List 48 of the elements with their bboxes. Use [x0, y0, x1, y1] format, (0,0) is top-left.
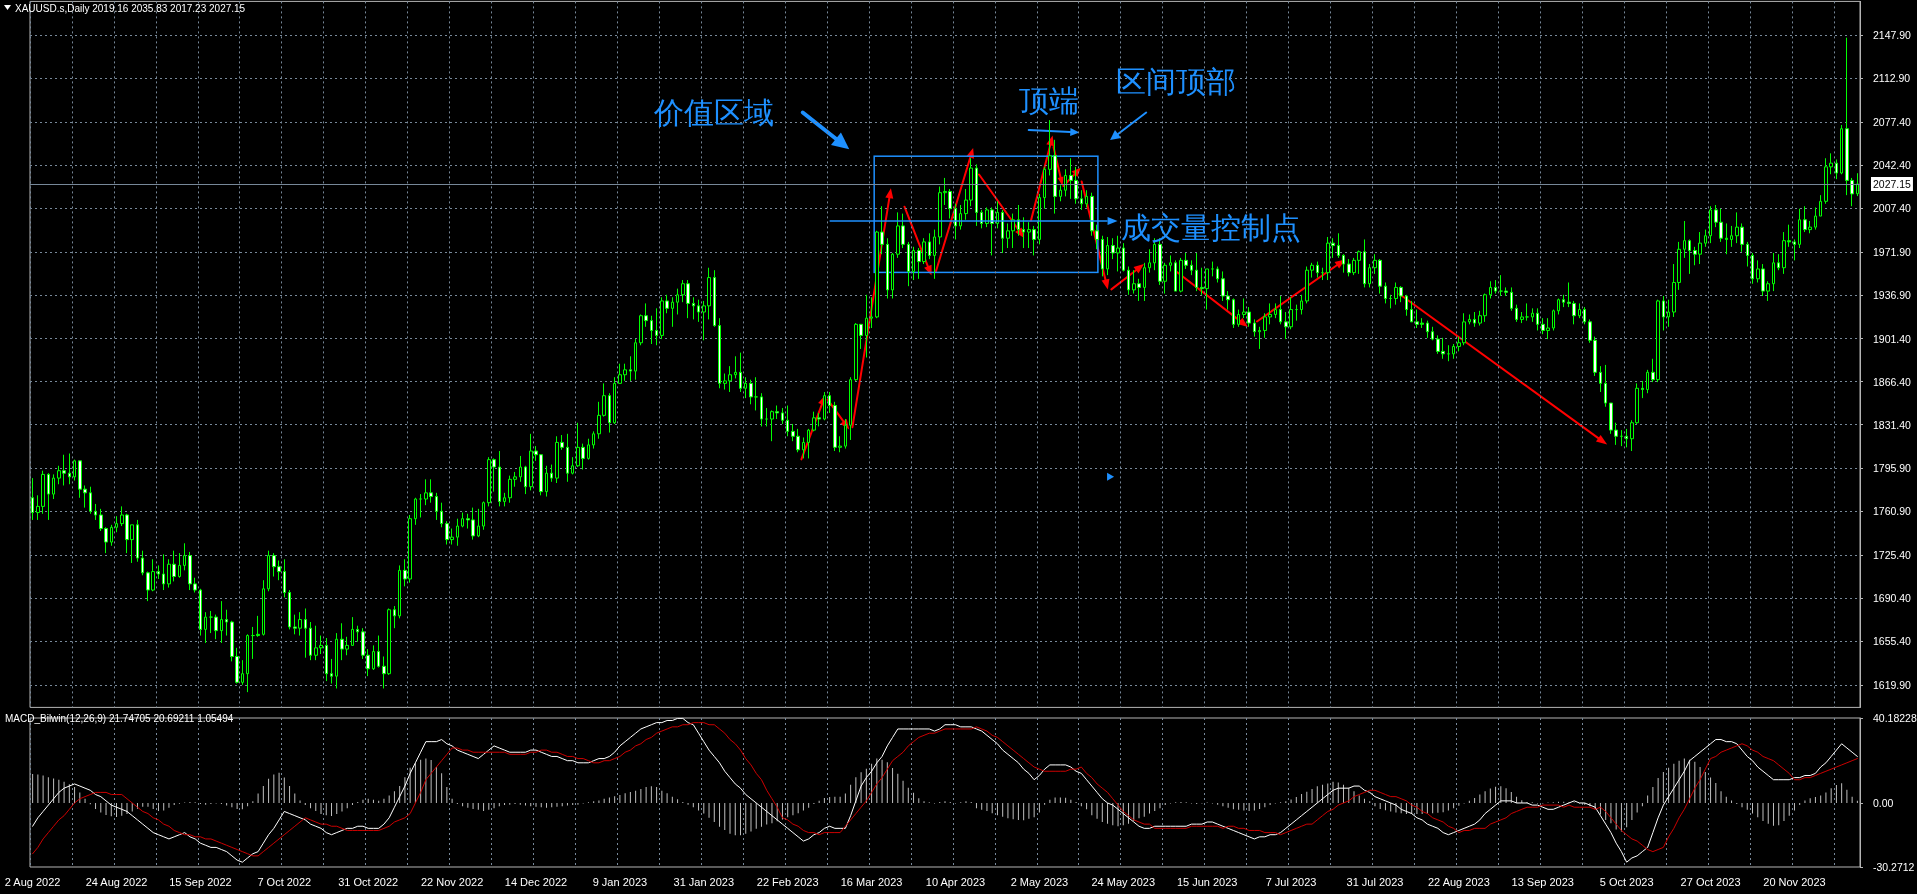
y-tick-label: 1971.90	[1873, 245, 1912, 258]
x-tick-label: 24 May 2023	[1091, 875, 1156, 888]
y-tick-label: 1725.40	[1873, 549, 1912, 562]
y-tick-label: 1760.90	[1873, 505, 1912, 518]
x-tick-label: 24 Aug 2022	[85, 875, 148, 888]
y-tick-label: 2112.90	[1873, 72, 1911, 85]
y-tick-label: 1831.40	[1873, 418, 1912, 431]
x-tick-label: 2 Aug 2022	[4, 875, 61, 888]
annotation: 价值区域	[653, 96, 775, 129]
x-tick-label: 31 Oct 2022	[338, 875, 399, 888]
x-tick-label: 16 Mar 2023	[840, 875, 903, 888]
y-tick-label: 40.18228	[1873, 712, 1917, 724]
y-tick-label: 2077.40	[1873, 116, 1912, 129]
y-tick-label: 1655.40	[1873, 635, 1912, 648]
chart-title: XAUUSD.s,Daily 2019.16 2035.83 2017.23 2027.15	[15, 2, 246, 14]
y-tick-label: 1866.40	[1873, 375, 1912, 388]
x-tick-label: 22 Aug 2023	[1427, 875, 1490, 888]
x-tick-label: 27 Oct 2023	[1680, 875, 1741, 888]
x-tick-label: 7 Oct 2022	[257, 875, 312, 888]
y-tick-label: 2042.40	[1873, 159, 1912, 172]
chart-title: MACD_Bilwin(12,26,9) 21.74705 20.69211 1.05494	[5, 712, 234, 724]
y-tick-label: -30.2712	[1873, 861, 1915, 873]
y-tick-label: 1901.40	[1873, 332, 1912, 345]
ref-line-label: 成交量控制点	[1120, 210, 1301, 244]
x-tick-label: 14 Dec 2022	[504, 875, 568, 888]
x-tick-label: 10 Apr 2023	[925, 875, 986, 888]
x-tick-label: 22 Nov 2022	[420, 875, 484, 888]
x-tick-label: 31 Jan 2023	[673, 875, 735, 888]
annotation: 顶端	[1018, 83, 1079, 117]
x-tick-label: 22 Feb 2023	[756, 875, 819, 888]
x-tick-label: 5 Oct 2023	[1599, 875, 1654, 888]
x-tick-label: 31 Jul 2023	[1346, 875, 1404, 888]
x-tick-label: 2 May 2023	[1010, 875, 1069, 888]
y-tick-label: 1619.90	[1873, 678, 1912, 691]
y-tick-label: 1690.40	[1873, 592, 1912, 605]
x-tick-label: 13 Sep 2023	[1511, 875, 1574, 888]
y-tick-label: 1795.90	[1873, 462, 1912, 475]
x-tick-label: 20 Nov 2023	[1763, 875, 1826, 888]
x-tick-label: 15 Jun 2023	[1176, 875, 1238, 888]
y-tick-label: 1936.90	[1873, 288, 1912, 301]
annotation: 区间顶部	[1116, 65, 1237, 98]
x-tick-label: 7 Jul 2023	[1265, 875, 1317, 888]
y-tick-label: 2147.90	[1873, 29, 1912, 42]
x-tick-label: 9 Jan 2023	[592, 875, 648, 888]
y-tick-label: 2007.40	[1873, 202, 1912, 215]
x-tick-label: 15 Sep 2022	[169, 875, 232, 888]
y-tick-label: 0.00	[1873, 796, 1894, 809]
ref-line-label: 2027.15	[1873, 177, 1912, 190]
